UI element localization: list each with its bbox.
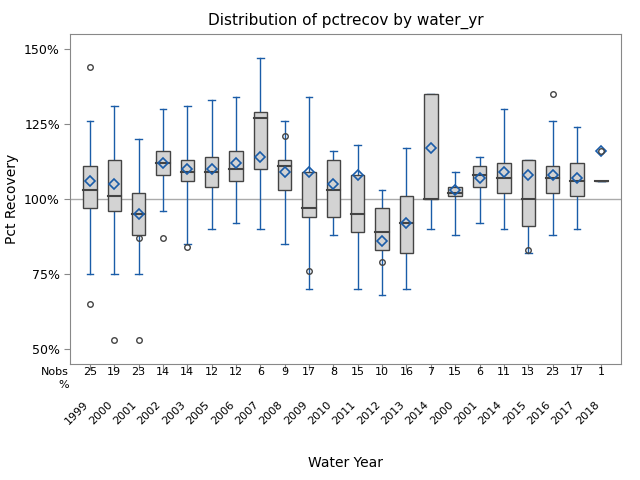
Title: Distribution of pctrecov by water_yr: Distribution of pctrecov by water_yr	[208, 13, 483, 29]
Bar	[229, 151, 243, 180]
Text: 2012: 2012	[355, 399, 382, 427]
Bar	[497, 163, 511, 192]
Text: 6: 6	[257, 367, 264, 377]
Text: 2014: 2014	[477, 399, 504, 427]
Text: 17: 17	[570, 367, 584, 377]
Text: 17: 17	[302, 367, 316, 377]
Text: 2017: 2017	[550, 399, 577, 427]
Text: 2007: 2007	[234, 399, 260, 427]
Text: 2010: 2010	[307, 399, 333, 427]
Text: 23: 23	[132, 367, 146, 377]
Text: 2009: 2009	[282, 399, 309, 427]
Text: 2005: 2005	[185, 399, 212, 427]
Bar	[473, 166, 486, 187]
Text: 6: 6	[476, 367, 483, 377]
Text: 7: 7	[428, 367, 435, 377]
Bar	[302, 171, 316, 216]
Bar	[424, 94, 438, 199]
Text: 16: 16	[399, 367, 413, 377]
Text: 2000: 2000	[428, 399, 455, 427]
Text: 1999: 1999	[63, 399, 90, 427]
Text: 2015: 2015	[501, 399, 528, 427]
Text: Water Year: Water Year	[308, 456, 383, 470]
Text: 15: 15	[351, 367, 365, 377]
Text: 15: 15	[448, 367, 462, 377]
Bar	[449, 187, 462, 196]
Text: 2008: 2008	[258, 399, 285, 427]
Bar	[278, 159, 291, 190]
Text: Nobs: Nobs	[42, 367, 69, 377]
Text: 2002: 2002	[136, 399, 163, 427]
Text: 14: 14	[156, 367, 170, 377]
Bar	[156, 151, 170, 175]
Text: 2006: 2006	[209, 399, 236, 427]
Text: 25: 25	[83, 367, 97, 377]
Text: 19: 19	[107, 367, 122, 377]
Bar	[400, 196, 413, 252]
Bar	[205, 156, 218, 187]
Bar	[546, 166, 559, 192]
Text: 2016: 2016	[525, 399, 552, 427]
Text: %: %	[58, 380, 69, 390]
Text: 2018: 2018	[574, 399, 602, 427]
Bar	[376, 207, 389, 250]
Text: 2000: 2000	[87, 399, 114, 427]
Text: 23: 23	[545, 367, 559, 377]
Text: 2001: 2001	[111, 399, 139, 427]
Bar	[522, 159, 535, 226]
Text: 2014: 2014	[404, 399, 431, 427]
Y-axis label: Pct Recovery: Pct Recovery	[4, 154, 19, 244]
Bar	[83, 166, 97, 207]
Bar	[253, 111, 267, 168]
Bar	[570, 163, 584, 196]
Text: 2011: 2011	[331, 399, 358, 427]
Text: 12: 12	[205, 367, 219, 377]
Bar	[132, 192, 145, 235]
Text: 10: 10	[375, 367, 389, 377]
Bar	[180, 159, 194, 180]
Bar	[351, 175, 364, 231]
Text: 8: 8	[330, 367, 337, 377]
Text: 1: 1	[598, 367, 605, 377]
Bar	[108, 159, 121, 211]
Text: 2001: 2001	[452, 399, 479, 427]
Text: 12: 12	[229, 367, 243, 377]
Bar	[327, 159, 340, 216]
Text: 2003: 2003	[161, 399, 188, 427]
Text: 9: 9	[281, 367, 288, 377]
Text: 14: 14	[180, 367, 195, 377]
Text: 2013: 2013	[380, 399, 406, 427]
Text: 11: 11	[497, 367, 511, 377]
Text: 13: 13	[521, 367, 535, 377]
